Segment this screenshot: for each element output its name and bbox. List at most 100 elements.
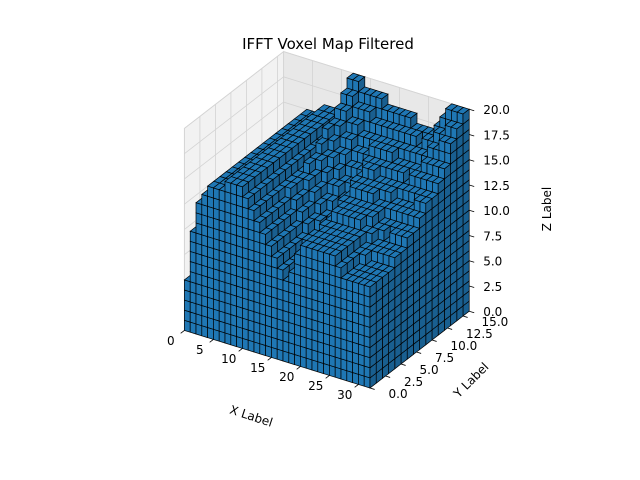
voxel [363, 331, 377, 349]
x-tick-mark [180, 330, 185, 334]
voxel-face-top [321, 122, 335, 130]
voxel-face-top [259, 227, 273, 235]
voxel-face-top [363, 280, 377, 288]
z-tick-label: 5.0 [483, 255, 502, 269]
grid-line-z [184, 51, 470, 129]
voxel [392, 107, 407, 125]
voxel [369, 116, 383, 135]
voxel [374, 118, 389, 137]
voxel-face-top [365, 226, 379, 235]
voxel-face-top [333, 119, 347, 127]
y-tick-mark [400, 363, 406, 366]
z-tick-mark [469, 184, 475, 187]
voxel-face-top [353, 213, 368, 221]
voxel-face-top [276, 263, 290, 271]
voxel-face-top [388, 250, 402, 259]
z-tick-label: 7.5 [483, 229, 502, 243]
voxel-face-top [247, 203, 261, 211]
z-axis-label: Z Label [540, 187, 554, 231]
z-tick-label: 20.0 [483, 103, 510, 117]
x-tick-label: 30 [337, 388, 352, 402]
z-tick-mark [469, 235, 475, 238]
voxel-face-top [450, 121, 464, 130]
voxel-face-top [419, 196, 433, 204]
voxel [301, 217, 316, 235]
voxel-face-top [302, 173, 316, 181]
z-tick-label: 17.5 [483, 128, 510, 142]
voxel-face-top [264, 239, 279, 247]
voxel-face-top [320, 165, 335, 174]
voxel-face-top [437, 161, 452, 170]
voxel-face-top [284, 181, 298, 189]
voxel-face-top [332, 179, 346, 187]
voxel-face-top [404, 111, 418, 119]
x-tick-label: 5 [196, 343, 204, 357]
x-tick-label: 20 [279, 370, 294, 384]
voxel-face-top [358, 248, 373, 256]
y-tick-label: 15.0 [482, 315, 509, 329]
y-axis-label: Y Label [450, 360, 491, 401]
voxel [388, 250, 402, 269]
voxel-face-top [302, 156, 317, 165]
voxel [382, 265, 396, 284]
voxel [305, 241, 319, 260]
x-tick-mark [267, 357, 272, 361]
y-tick-mark [385, 375, 391, 378]
voxel-face-top [328, 249, 343, 257]
x-tick-label: 15 [250, 361, 265, 375]
z-tick-label: 10.0 [483, 204, 510, 218]
z-tick-mark [469, 209, 475, 213]
y-tick-label: 5.0 [420, 363, 439, 377]
voxel [431, 176, 446, 195]
voxel [421, 133, 435, 151]
voxel-face-top [352, 74, 366, 82]
z-tick-mark [469, 134, 475, 137]
voxel [413, 211, 427, 230]
voxel-face-top [377, 223, 391, 232]
z-tick-mark [469, 108, 475, 112]
voxel-face-top [295, 205, 310, 213]
voxel [437, 161, 452, 180]
voxel [450, 121, 464, 140]
x-tick-mark [238, 348, 243, 352]
chart-title: IFFT Voxel Map Filtered [242, 35, 414, 53]
voxel [328, 249, 343, 267]
x-tick-mark [325, 375, 330, 379]
voxel-face-top [384, 185, 398, 193]
voxel-face-top [366, 186, 381, 195]
voxel [419, 196, 433, 215]
voxel [361, 161, 376, 180]
voxel-face-top [413, 211, 427, 219]
voxel-face-top [314, 153, 329, 162]
voxel-face-top [315, 137, 329, 145]
y-tick-label: 0.0 [389, 387, 408, 401]
voxel-body [183, 72, 470, 389]
z-tick-mark [469, 260, 475, 263]
x-tick-label: 0 [167, 334, 175, 348]
voxel-face-top [327, 134, 341, 142]
voxel-face-top [235, 179, 250, 188]
voxel-face-top [345, 133, 359, 141]
voxel-face-top [345, 89, 360, 97]
x-tick-mark [209, 339, 214, 343]
voxel [444, 136, 458, 155]
y-tick-mark [369, 387, 375, 390]
voxel [338, 147, 353, 166]
x-tick-label: 25 [308, 379, 323, 393]
voxel-face-top [326, 194, 340, 202]
voxel [363, 280, 377, 298]
voxel-face-top [314, 197, 328, 205]
voxel-face-top [367, 163, 381, 171]
voxel-face-top [400, 231, 415, 239]
x-tick-mark [354, 384, 359, 388]
z-tick-mark [469, 159, 475, 162]
voxel [380, 120, 395, 139]
voxel-face-top [313, 214, 328, 222]
voxel [415, 148, 429, 166]
y-tick-mark [447, 327, 453, 330]
voxel [346, 274, 360, 293]
voxel [425, 191, 439, 210]
voxel-face-top [351, 118, 365, 126]
voxel-face-top [253, 215, 267, 223]
